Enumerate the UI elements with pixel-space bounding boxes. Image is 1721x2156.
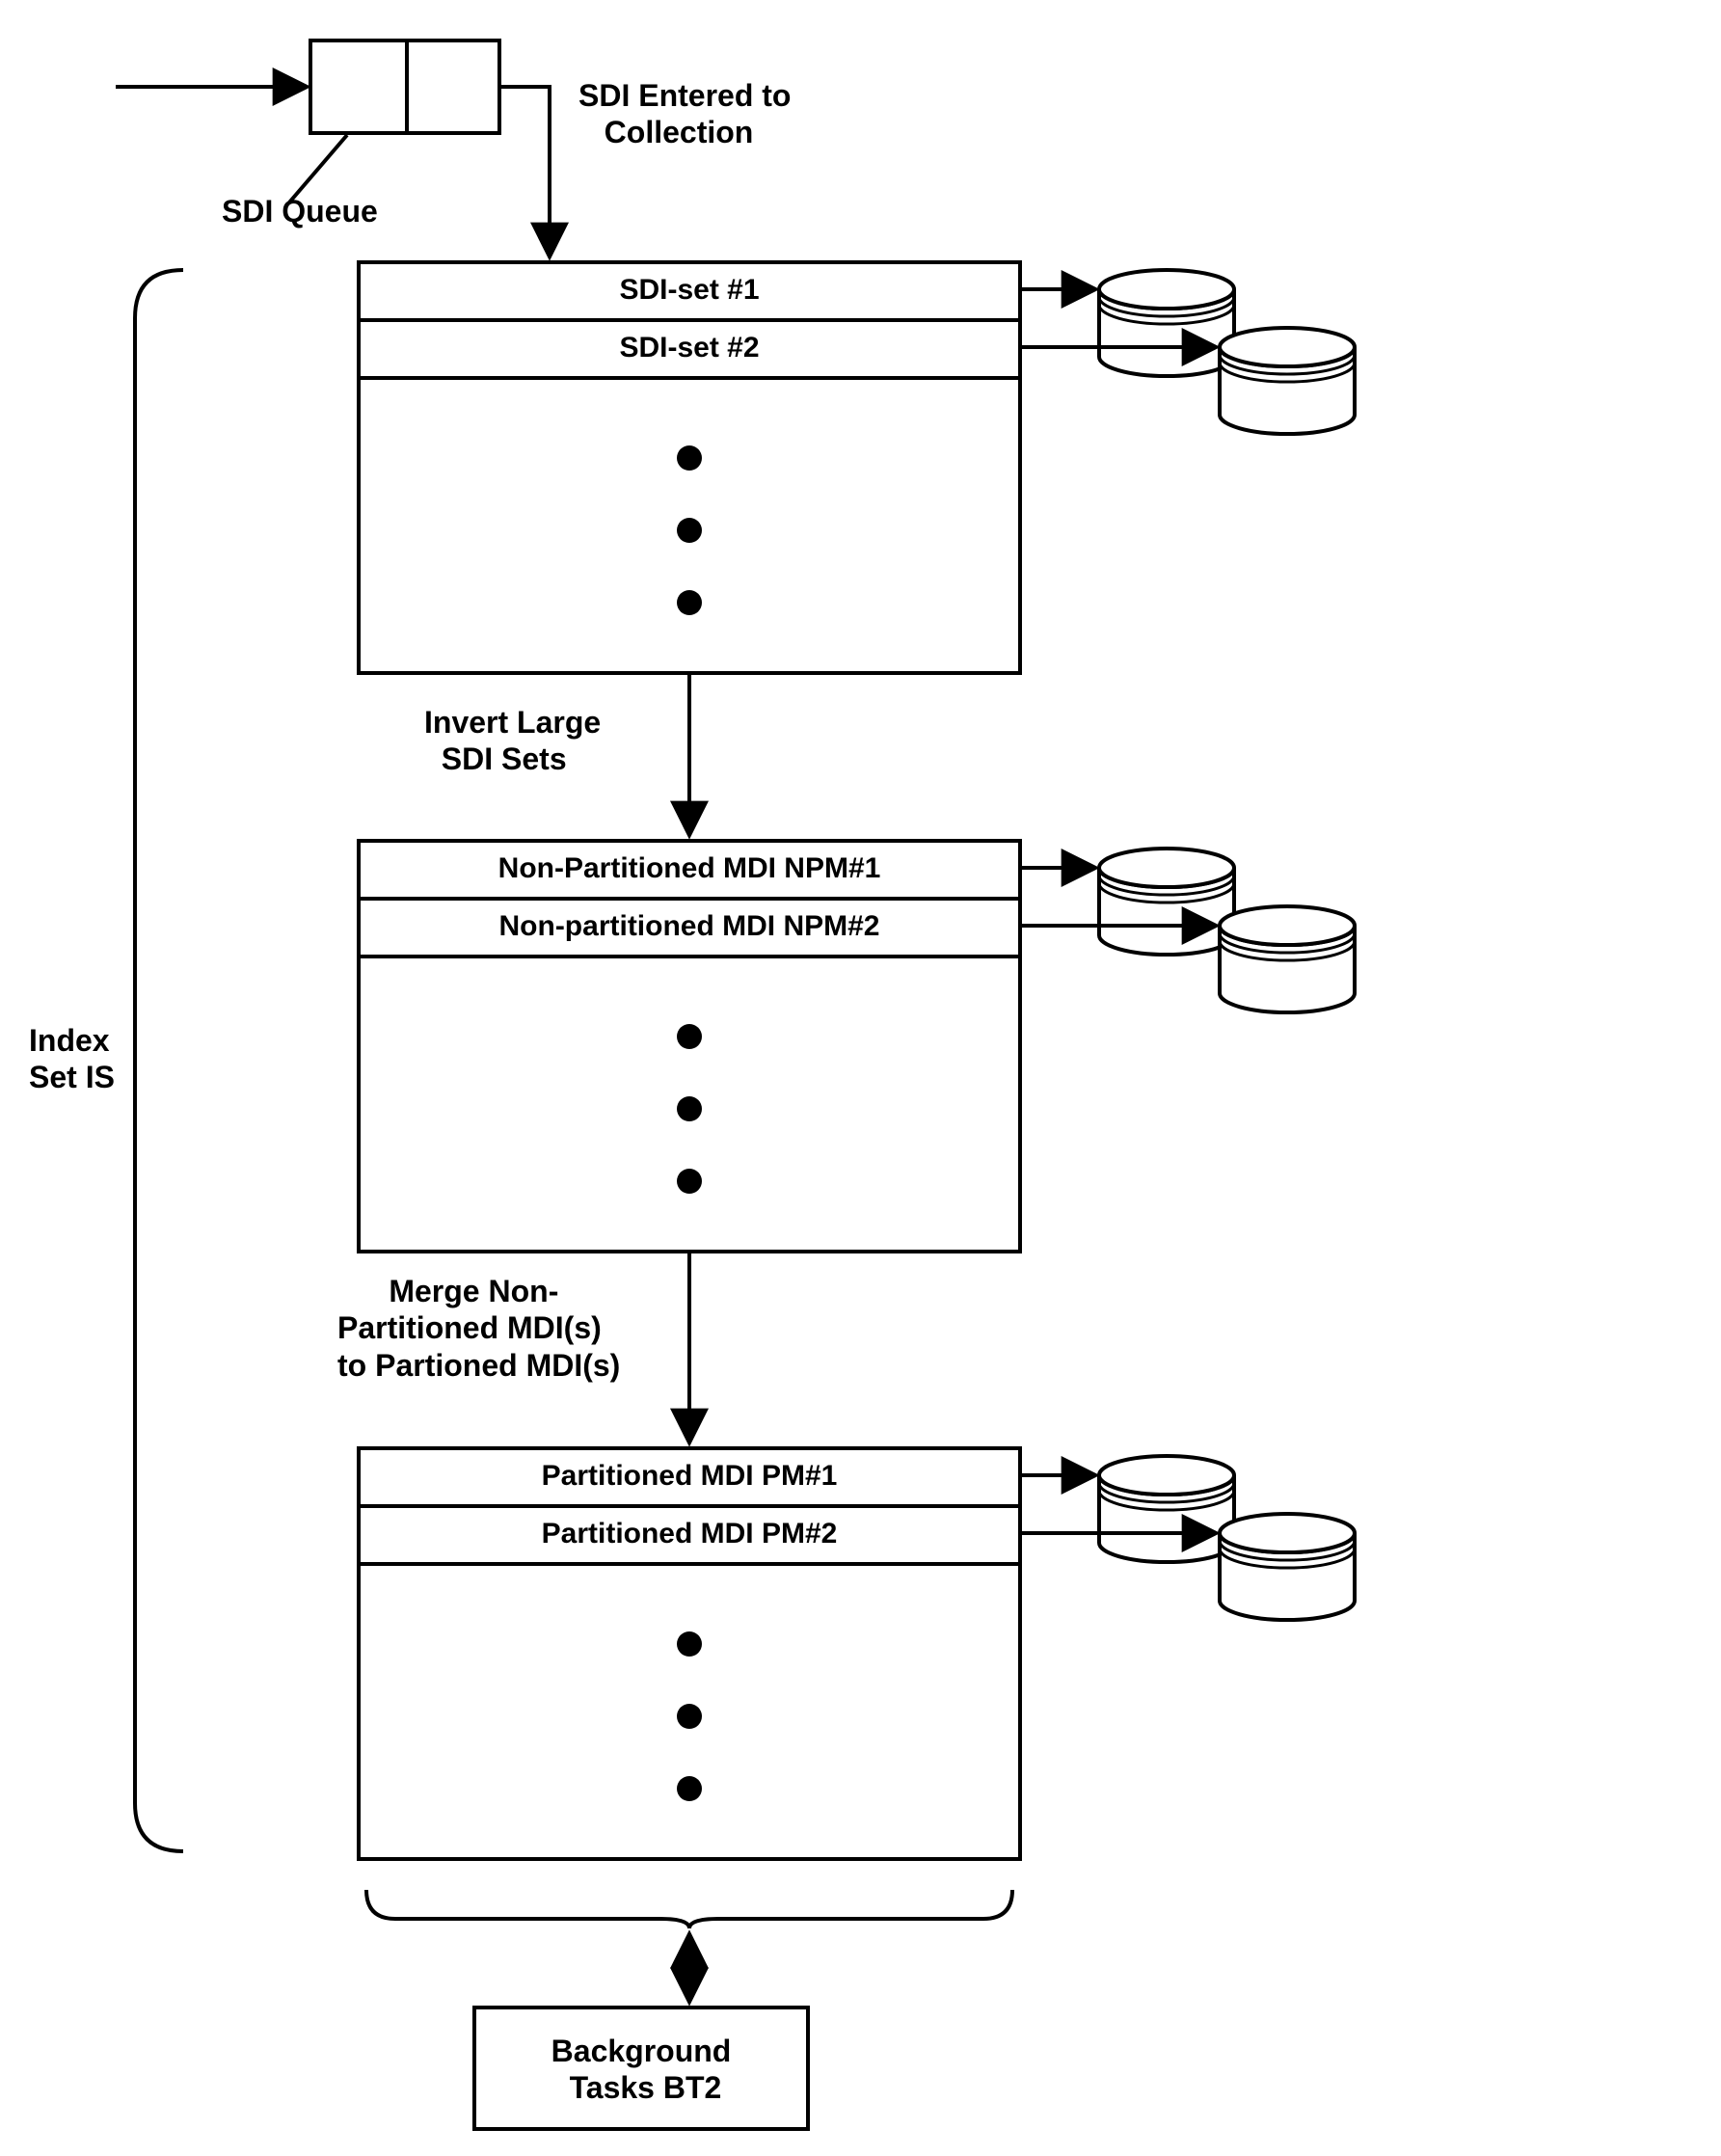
ellipsis-dot (677, 1024, 702, 1049)
brace-left (135, 270, 183, 1851)
sdi-set-box-row-0: SDI-set #1 (357, 273, 1022, 308)
merge-non-label: Merge Non- Partitioned MDI(s) to Partion… (337, 1273, 620, 1384)
npm-box-row-1: Non-partitioned MDI NPM#2 (357, 909, 1022, 944)
ellipsis-dot (677, 445, 702, 471)
ellipsis-dot (677, 1169, 702, 1194)
sdi-set-box-row-1: SDI-set #2 (357, 331, 1022, 365)
storage-cylinder-icon (1099, 270, 1234, 376)
sdi-queue-label: SDI Queue (222, 193, 378, 229)
pm-box-row-1: Partitioned MDI PM#2 (357, 1517, 1022, 1551)
storage-cylinder-icon (1099, 1456, 1234, 1562)
storage-cylinder-icon (1220, 906, 1355, 1012)
storage-cylinder-icon (1099, 849, 1234, 955)
storage-cylinder-icon (1220, 1514, 1355, 1620)
storage-cylinder-icon (1220, 328, 1355, 434)
ellipsis-dot (677, 1704, 702, 1729)
ellipsis-dot (677, 518, 702, 543)
npm-box-row-0: Non-Partitioned MDI NPM#1 (357, 851, 1022, 886)
ellipsis-dot (677, 1096, 702, 1121)
index-set-label: Index Set IS (29, 1022, 115, 1096)
ellipsis-dot (677, 590, 702, 615)
background-tasks-label: Background Tasks BT2 (472, 2033, 810, 2107)
ellipsis-dot (677, 1776, 702, 1801)
diagram-canvas: SDI Queue SDI Entered to Collection SDI-se… (0, 0, 1721, 2156)
pm-box-row-0: Partitioned MDI PM#1 (357, 1459, 1022, 1494)
brace-bottom (366, 1890, 1012, 1928)
invert-large-label: Invert Large SDI Sets (424, 704, 601, 778)
sdi-entered-label: SDI Entered to Collection (578, 77, 791, 151)
ellipsis-dot (677, 1631, 702, 1657)
